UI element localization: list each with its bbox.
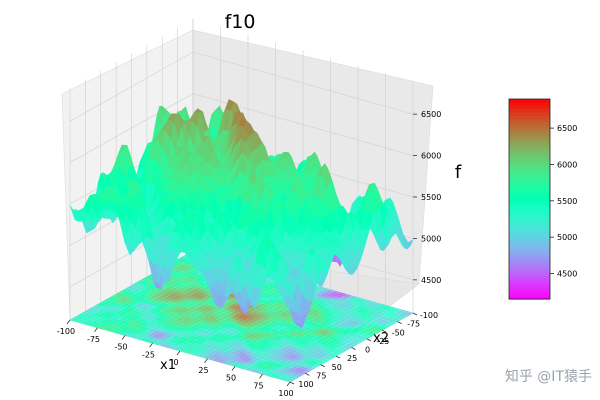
colorbar-tick-label: 5500 [557,197,577,206]
z-grid-line [69,51,414,122]
watermark: 知乎 @IT猿手 [505,368,592,385]
y-tick [351,347,356,350]
y-tick-label: 25 [347,354,357,363]
x-tick [66,319,71,325]
x-tick-label: 75 [253,381,263,390]
x-tick [176,350,181,356]
colorbar-tick-label: 4500 [557,270,577,279]
y-tick-label: 100 [298,380,313,389]
y-tick [320,364,325,368]
y-tick [366,338,372,342]
y-tick [397,321,402,324]
colorbar-tick-label: 6000 [557,160,577,169]
x-tick-label: 25 [198,366,208,375]
y-tick-label: -75 [407,320,420,329]
x-tick-label: -75 [87,335,100,344]
y-tick-label: 0 [365,346,370,355]
x-axis-label: x1 [160,358,176,373]
x-tick-label: -100 [57,327,75,336]
z-tick-label: 4500 [421,276,441,285]
x-tick-label: -50 [114,343,127,352]
y-axis-label: x2 [373,331,389,346]
chart-title: f10 [225,11,256,33]
z-axis-label: f [455,162,462,183]
z-tick-label: 5000 [421,234,441,243]
x-tick [94,327,98,332]
y-tick [289,381,295,385]
y-tick [335,355,341,359]
z-tick-label: 5500 [421,193,441,202]
x-tick-label: -25 [142,350,155,359]
y-tick [305,373,310,376]
x-tick [204,358,208,363]
z-tick-label: 6500 [421,110,441,119]
z-grid-line [69,93,414,163]
y-tick-label: -50 [392,328,405,337]
x-tick [231,366,236,371]
surface [69,99,414,329]
y-tick [412,312,418,316]
x-tick [259,374,263,379]
x-tick [286,381,291,387]
y-tick-label: 50 [332,363,342,372]
colorbar: 4500 5000 5500 6000 6500 [508,98,577,300]
y-tick-label: 75 [316,371,326,380]
colorbar-tick-label: 6500 [557,124,577,133]
z-tick-label: 6000 [421,152,441,161]
x-tick-label: 50 [226,374,236,383]
x-tick [149,343,153,348]
x-tick-label: 100 [278,389,293,398]
x-tick [121,335,126,340]
y-tick-label: -100 [420,311,438,320]
colorbar-tick-label: 5000 [557,233,577,242]
